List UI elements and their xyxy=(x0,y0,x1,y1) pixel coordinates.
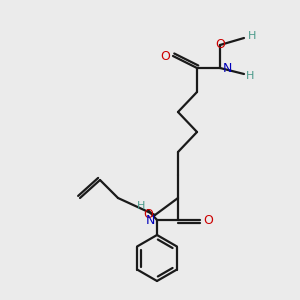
Text: H: H xyxy=(246,71,254,81)
Text: O: O xyxy=(143,208,153,221)
Text: O: O xyxy=(160,50,170,62)
Text: O: O xyxy=(203,214,213,226)
Text: N: N xyxy=(223,61,232,74)
Text: O: O xyxy=(215,38,225,52)
Text: H: H xyxy=(248,31,256,41)
Text: H: H xyxy=(136,201,145,211)
Text: N: N xyxy=(146,214,155,227)
